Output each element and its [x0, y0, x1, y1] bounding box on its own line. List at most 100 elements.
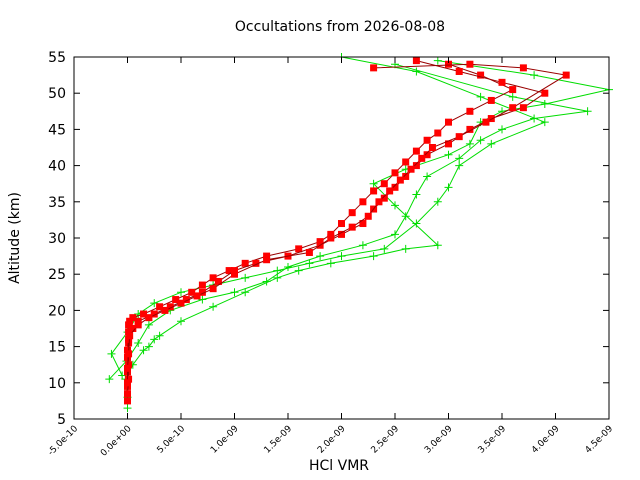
data-point-square — [225, 267, 233, 275]
data-point-plus — [412, 219, 421, 228]
x-axis-title: HCl VMR — [309, 458, 369, 474]
y-tick-label: 20 — [48, 303, 66, 319]
data-point-square — [364, 212, 372, 220]
data-point-plus — [105, 375, 114, 384]
data-point-plus — [391, 230, 399, 239]
data-point-square — [198, 281, 206, 289]
data-point-square — [466, 125, 474, 133]
data-point-square — [124, 353, 131, 361]
x-tick-label: -5.0e-10 — [46, 424, 80, 458]
data-point-square — [125, 335, 133, 343]
y-axis: 5 10 15 20 25 30 35 40 45 50 55 — [48, 50, 609, 428]
data-point-square — [124, 397, 131, 405]
data-point-square — [423, 151, 431, 159]
data-point-square — [134, 321, 142, 329]
data-point-plus — [412, 190, 421, 199]
data-point-plus — [337, 252, 346, 261]
data-point-square — [370, 64, 378, 72]
data-point-square — [407, 165, 415, 173]
data-point-square — [487, 115, 495, 123]
data-point-square — [231, 267, 238, 275]
data-point-square — [231, 270, 238, 278]
x-tick-label: 0.0e+00 — [99, 424, 134, 459]
data-point-square — [428, 144, 436, 151]
data-point-plus — [123, 404, 132, 413]
data-point-square — [124, 364, 131, 372]
data-point-square — [402, 158, 410, 166]
data-point-square — [125, 328, 133, 336]
data-point-square — [124, 346, 131, 354]
data-point-plus — [177, 288, 185, 297]
data-point-square — [370, 187, 378, 195]
data-point-square — [359, 198, 367, 206]
data-point-square — [166, 303, 174, 311]
data-point-plus — [316, 252, 325, 261]
data-point-square — [126, 332, 134, 340]
data-point-plus — [326, 259, 335, 268]
data-point-plus — [444, 183, 453, 192]
y-tick-label: 35 — [48, 195, 66, 211]
data-point-plus — [134, 338, 143, 347]
data-point-square — [125, 350, 133, 358]
data-point-plus — [369, 179, 378, 188]
data-point-square — [348, 223, 356, 231]
data-point-square — [263, 252, 271, 260]
profile-line — [110, 56, 547, 376]
y-tick-label: 15 — [48, 340, 66, 356]
data-point-plus — [433, 56, 442, 65]
data-point-square — [129, 325, 137, 332]
data-point-plus — [273, 273, 282, 282]
data-point-square — [177, 299, 185, 307]
y-tick-label: 25 — [48, 267, 66, 283]
data-point-square — [445, 60, 452, 68]
data-point-plus — [294, 266, 303, 275]
data-point-square — [519, 64, 527, 72]
profile-series — [105, 60, 592, 384]
data-point-square — [125, 361, 133, 369]
data-point-square — [182, 296, 190, 304]
data-point-square — [455, 67, 463, 75]
data-point-square — [562, 71, 570, 79]
data-point-plus — [465, 139, 474, 148]
data-point-square — [477, 71, 485, 79]
data-point-plus — [144, 320, 153, 329]
data-point-plus — [144, 342, 153, 351]
data-point-plus — [369, 252, 378, 261]
y-axis-title: Altitude (km) — [7, 192, 23, 284]
profile-line — [126, 60, 547, 394]
y-tick-label: 45 — [48, 122, 66, 138]
data-point-plus — [433, 197, 442, 206]
data-point-square — [124, 390, 131, 398]
data-point-square — [519, 104, 527, 112]
data-point-plus — [455, 154, 464, 163]
data-point-plus — [508, 92, 517, 101]
data-point-plus — [455, 161, 464, 170]
x-tick-label: 1.0e-09 — [209, 424, 241, 456]
data-point-square — [316, 238, 324, 246]
data-point-square — [482, 118, 490, 126]
data-point-square — [209, 274, 217, 282]
plot-frame — [73, 56, 610, 420]
data-point-square — [455, 133, 463, 141]
data-point-plus — [241, 288, 250, 297]
profile-series — [107, 53, 549, 380]
y-tick-label: 30 — [48, 231, 66, 247]
y-tick-label: 40 — [48, 159, 66, 175]
data-point-square — [412, 57, 420, 65]
data-point-square — [134, 317, 142, 325]
x-tick-label: 2.5e-09 — [370, 424, 402, 456]
data-point-square — [391, 169, 399, 177]
data-point-plus — [177, 317, 185, 326]
data-point-square — [541, 89, 549, 97]
x-tick-label: 3.5e-09 — [477, 424, 509, 456]
data-point-square — [188, 288, 196, 296]
data-point-plus — [358, 241, 367, 250]
x-axis: -5.0e-10 0.0e+00 5.0e-10 1.0e-09 1.5e-09 2.0e… — [46, 57, 615, 459]
data-point-square — [161, 306, 169, 314]
profile-series — [124, 60, 517, 405]
data-point-plus — [423, 172, 432, 181]
profile-series — [124, 57, 549, 398]
data-point-square — [466, 107, 474, 115]
data-point-square — [145, 314, 153, 322]
data-point-square — [125, 375, 133, 383]
